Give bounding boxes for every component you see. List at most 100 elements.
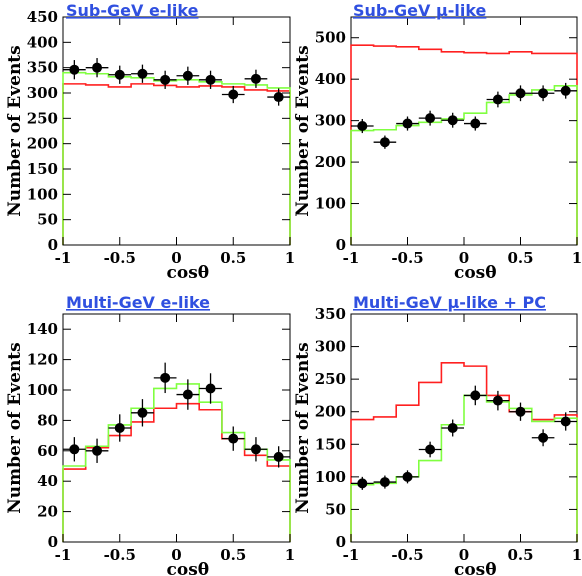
- y-axis-label: Number of Events: [293, 45, 313, 216]
- panel-sub-gev-e-like: 0 50 100 150 200 250 300 350 400 450 -1 -0.5 0 0.5 1 co…: [5, 1, 295, 283]
- data-point: [92, 445, 103, 456]
- plot-frame: [62, 313, 291, 543]
- data-point: [69, 64, 80, 75]
- data-point: [137, 68, 148, 79]
- y-tick-label: 150: [315, 435, 346, 453]
- data-point: [273, 92, 284, 103]
- plot-frame: [62, 16, 291, 246]
- x-tick-label: 0: [171, 546, 181, 564]
- y-tick-label: 0: [336, 533, 346, 551]
- data-point: [379, 137, 390, 148]
- x-tick-label: -1: [55, 546, 72, 564]
- y-tick-label: 200: [315, 403, 346, 421]
- y-tick-label: 400: [315, 70, 346, 88]
- histogram-series-0: [62, 402, 291, 542]
- data-point: [160, 74, 171, 85]
- data-point: [137, 407, 148, 418]
- data-point: [228, 433, 239, 444]
- panel-sub-gev-mu-like: 0 100 200 300 400 500 -1 -0.5 0 0.5 1 cosθ Number of…: [293, 1, 582, 283]
- x-tick-label: 1: [572, 546, 582, 564]
- histogram-series-0: [350, 44, 578, 245]
- data-point: [470, 118, 481, 129]
- data-point: [182, 389, 193, 400]
- y-tick-label: 100: [27, 185, 58, 203]
- histogram-series-0: [62, 83, 291, 245]
- y-tick-label: 300: [27, 84, 58, 102]
- data-point: [447, 423, 458, 433]
- data-point: [560, 416, 571, 427]
- data-point: [273, 451, 284, 462]
- data-point: [92, 62, 103, 73]
- panel-multi-gev-e-like: 0 20 40 60 80 100 120 140 -1 -0.5 0 0.5 1 cosθ Number …: [5, 293, 295, 576]
- x-tick-label: 1: [285, 249, 295, 267]
- x-axis-label: cosθ: [167, 263, 210, 283]
- panel-title: Multi-GeV e-like: [66, 293, 210, 312]
- y-tick-label: 120: [27, 351, 58, 369]
- data-point: [560, 85, 571, 96]
- data-point: [228, 89, 239, 100]
- y-tick-label: 140: [27, 320, 58, 338]
- y-tick-label: 350: [27, 59, 58, 77]
- panel-title: Sub-GeV e-like: [66, 1, 199, 20]
- x-tick-label: -0.5: [391, 546, 423, 564]
- x-tick-label: 0.5: [220, 546, 246, 564]
- data-point: [160, 372, 171, 383]
- data-point: [402, 471, 413, 482]
- x-tick-label: 0: [171, 249, 181, 267]
- y-tick-label: 500: [315, 29, 346, 47]
- panel-multi-gev-mu-like-pc: 0 50 100 150 200 250 300 350 -1 -0.5 0 0.5 1 cosθ Numb…: [293, 293, 582, 576]
- y-axis-label: Number of Events: [5, 342, 25, 513]
- data-point: [182, 70, 193, 81]
- data-point: [205, 383, 216, 394]
- data-point: [205, 74, 216, 85]
- x-tick-label: -1: [343, 249, 360, 267]
- y-tick-label: 0: [336, 236, 346, 254]
- data-point: [114, 69, 125, 80]
- y-tick-label: 50: [325, 500, 346, 518]
- x-axis-label: cosθ: [167, 560, 210, 576]
- x-tick-label: -0.5: [391, 249, 423, 267]
- y-axis-label: Number of Events: [293, 342, 313, 513]
- x-tick-label: 1: [572, 249, 582, 267]
- data-point: [379, 477, 390, 488]
- x-tick-label: -0.5: [104, 249, 136, 267]
- x-tick-label: 0.5: [507, 546, 533, 564]
- x-tick-label: 0.5: [220, 249, 246, 267]
- y-tick-label: 40: [37, 472, 58, 490]
- x-tick-label: -1: [55, 249, 72, 267]
- y-tick-label: 250: [27, 109, 58, 127]
- histogram-series-1: [350, 85, 578, 245]
- data-point: [492, 94, 503, 105]
- y-tick-label: 200: [315, 153, 346, 171]
- data-point: [425, 444, 436, 455]
- y-tick-label: 0: [48, 236, 58, 254]
- x-tick-label: -1: [343, 546, 360, 564]
- x-axis-label: cosθ: [454, 263, 497, 283]
- y-tick-label: 250: [315, 370, 346, 388]
- x-tick-label: 0: [459, 249, 469, 267]
- y-tick-label: 350: [315, 305, 346, 323]
- data-point: [402, 118, 413, 129]
- x-axis-label: cosθ: [454, 560, 497, 576]
- x-tick-label: -0.5: [104, 546, 136, 564]
- data-point: [114, 423, 125, 433]
- y-tick-label: 150: [27, 160, 58, 178]
- y-tick-label: 300: [315, 338, 346, 356]
- data-point: [447, 115, 458, 126]
- x-tick-label: 1: [285, 546, 295, 564]
- y-tick-label: 400: [27, 33, 58, 51]
- x-tick-label: 0.5: [507, 249, 533, 267]
- y-tick-label: 300: [315, 112, 346, 130]
- data-point: [69, 444, 80, 455]
- y-tick-label: 100: [315, 195, 346, 213]
- y-tick-label: 100: [315, 468, 346, 486]
- histogram-series-0: [350, 362, 578, 542]
- data-point: [538, 432, 549, 443]
- y-tick-label: 0: [48, 533, 58, 551]
- panel-title: Sub-GeV μ-like: [353, 1, 487, 20]
- data-point: [538, 88, 549, 99]
- y-tick-label: 100: [27, 381, 58, 399]
- data-point: [357, 478, 368, 489]
- y-tick-label: 20: [37, 503, 58, 521]
- data-point: [515, 406, 526, 417]
